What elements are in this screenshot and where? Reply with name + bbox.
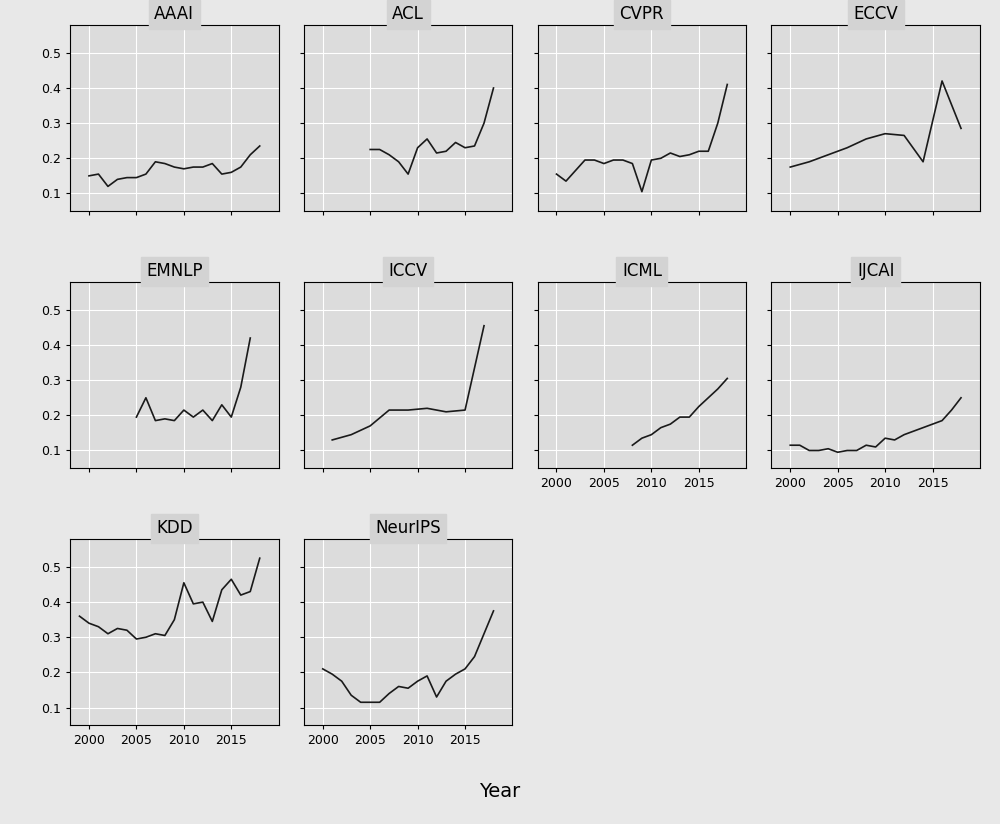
Title: NeurIPS: NeurIPS — [375, 519, 441, 537]
Title: ICML: ICML — [622, 262, 662, 280]
Title: CVPR: CVPR — [620, 5, 664, 23]
Title: EMNLP: EMNLP — [146, 262, 203, 280]
Title: ICCV: ICCV — [388, 262, 428, 280]
Title: ACL: ACL — [392, 5, 424, 23]
Text: Year: Year — [479, 781, 521, 801]
Title: KDD: KDD — [156, 519, 193, 537]
Title: IJCAI: IJCAI — [857, 262, 894, 280]
Title: ECCV: ECCV — [853, 5, 898, 23]
Title: AAAI: AAAI — [154, 5, 194, 23]
